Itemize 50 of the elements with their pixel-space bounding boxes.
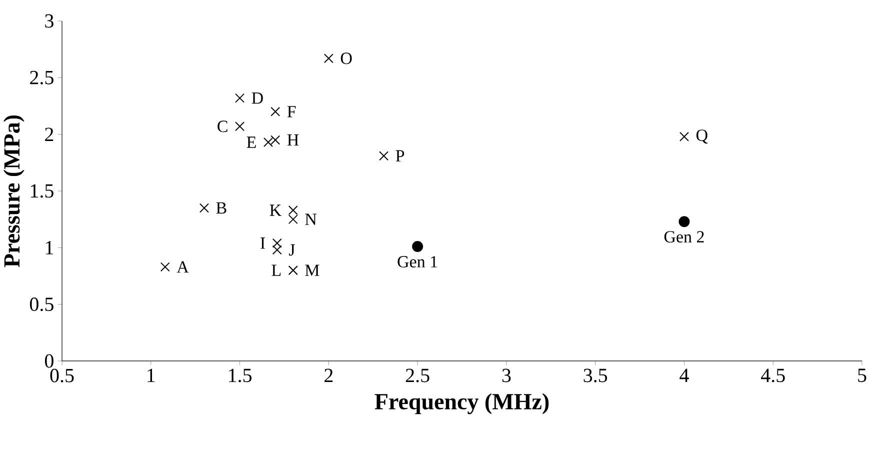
annotation: M bbox=[305, 264, 320, 276]
y-tick-label: 1 bbox=[46, 241, 54, 254]
point bbox=[324, 54, 334, 64]
annotation: E bbox=[246, 136, 256, 148]
annotation: I bbox=[260, 238, 265, 249]
point bbox=[379, 151, 389, 161]
annotation: J bbox=[289, 244, 295, 256]
point bbox=[679, 132, 689, 142]
point bbox=[678, 216, 690, 228]
point bbox=[288, 206, 298, 215]
y-tick-label: 3 bbox=[45, 14, 54, 28]
annotation: Gen 1 bbox=[398, 256, 438, 268]
annotation: N bbox=[305, 214, 317, 225]
x-tick-label: 2 bbox=[324, 368, 333, 382]
annotation: H bbox=[287, 134, 299, 146]
annotation: K bbox=[270, 204, 282, 216]
point bbox=[272, 238, 282, 248]
x-tick-label: 4.5 bbox=[761, 368, 785, 382]
x-tick-label: 1 bbox=[148, 368, 155, 382]
annotation: D bbox=[252, 92, 263, 104]
x-tick-label: 2.5 bbox=[406, 368, 430, 382]
y-tick-label: 0 bbox=[44, 354, 54, 368]
y-tick-label: 2 bbox=[45, 128, 54, 141]
point bbox=[235, 122, 245, 132]
y-tick-label: 1.5 bbox=[30, 184, 54, 198]
annotation: P bbox=[396, 150, 404, 162]
point bbox=[412, 241, 424, 252]
point bbox=[270, 106, 280, 116]
point bbox=[235, 93, 245, 103]
x-tick-label: 3 bbox=[502, 368, 511, 382]
x-tick-label: 5 bbox=[858, 368, 866, 382]
annotation: C bbox=[218, 120, 228, 132]
annotation: A bbox=[176, 261, 189, 273]
y-axis-title: Pressure (MPa) bbox=[3, 115, 24, 268]
x-tick-label: 3.5 bbox=[584, 368, 608, 382]
annotation: L bbox=[272, 264, 281, 276]
x-tick-label: 4 bbox=[680, 368, 689, 382]
y-tick-label: 0.5 bbox=[30, 298, 54, 312]
point bbox=[272, 245, 282, 255]
annotation: F bbox=[287, 106, 296, 118]
x-axis-title: Frequency (MHz) bbox=[374, 393, 549, 414]
point bbox=[199, 203, 209, 213]
x-tick-label: 1.5 bbox=[229, 368, 252, 382]
annotation: Gen 2 bbox=[664, 231, 704, 243]
point bbox=[160, 262, 170, 272]
y-tick-label: 2.5 bbox=[30, 70, 54, 84]
annotation: Q bbox=[696, 130, 708, 144]
annotation: B bbox=[216, 202, 226, 214]
annotation: O bbox=[340, 52, 352, 64]
point bbox=[288, 214, 298, 224]
